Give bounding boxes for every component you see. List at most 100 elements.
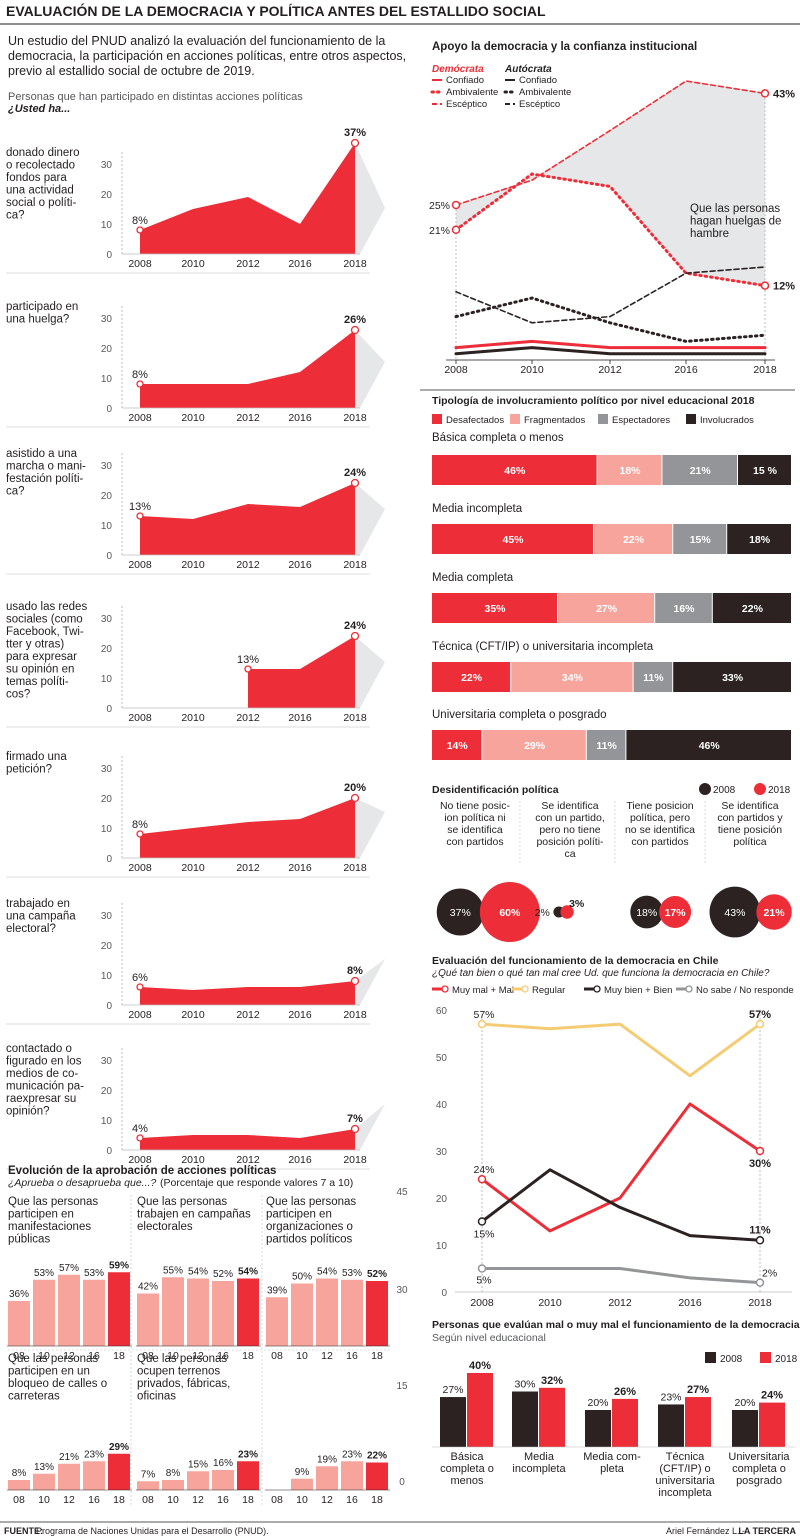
approval-bar bbox=[8, 1301, 30, 1346]
bar-label: 21% bbox=[59, 1452, 79, 1463]
data-point bbox=[350, 138, 360, 148]
typology-row-label: Universitaria completa o posgrado bbox=[432, 709, 607, 721]
approval-question-label: Que las personas bbox=[8, 1196, 98, 1208]
approval-question-label: organizaciones o bbox=[266, 1221, 353, 1233]
category-label: posgrado bbox=[736, 1475, 782, 1487]
x-tick-label: 18 bbox=[371, 1350, 383, 1362]
series-line bbox=[454, 296, 767, 343]
x-tick-label: 16 bbox=[88, 1494, 100, 1506]
bar-label: 50% bbox=[292, 1272, 312, 1283]
x-tick-label: 2008 bbox=[444, 364, 468, 376]
approval-question-label: participen en un bbox=[8, 1366, 90, 1378]
bar-label: 55% bbox=[163, 1265, 183, 1276]
deident-label: pero no tiene bbox=[539, 824, 600, 836]
bar-label: 52% bbox=[213, 1269, 233, 1280]
shadow-area bbox=[355, 483, 385, 555]
series-area bbox=[248, 636, 355, 708]
typology-segment bbox=[432, 455, 597, 485]
series-area bbox=[140, 330, 355, 408]
data-label: 21% bbox=[429, 225, 450, 237]
approval-question-label: públicas bbox=[8, 1234, 50, 1246]
bar-label: 8% bbox=[166, 1468, 181, 1479]
approval-bar bbox=[108, 1272, 130, 1346]
participation-question-label: trabajado en bbox=[6, 898, 70, 910]
y-tick-label: 30 bbox=[101, 614, 113, 625]
y-tick-label: 20 bbox=[101, 941, 113, 952]
approval-question-label: manifestaciones bbox=[8, 1221, 91, 1233]
data-label: 13% bbox=[129, 501, 151, 513]
approval-question-label: Que las personas bbox=[266, 1196, 356, 1208]
typology-segment bbox=[626, 730, 791, 760]
series-area bbox=[140, 981, 355, 1005]
x-tick-label: 2016 bbox=[288, 712, 312, 724]
deident-label: con partidos bbox=[631, 836, 688, 848]
category-label: Media com- bbox=[583, 1451, 641, 1463]
series-area bbox=[140, 798, 355, 858]
x-tick-label: 12 bbox=[321, 1494, 333, 1506]
approval-question: ¿Aprueba o desaprueba que...? bbox=[8, 1177, 156, 1189]
approval-question-label: ocupen terrenos bbox=[137, 1366, 220, 1378]
data-point bbox=[350, 1124, 360, 1134]
x-tick-label: 10 bbox=[167, 1350, 179, 1362]
data-point bbox=[350, 631, 360, 641]
participation-question-label: municación pa- bbox=[6, 1081, 84, 1093]
segment-label: 45% bbox=[502, 534, 524, 546]
x-tick-label: 2010 bbox=[181, 559, 205, 571]
y-tick-label: 20 bbox=[101, 644, 113, 655]
participation-question-label: una campaña bbox=[6, 911, 76, 923]
approval-bar bbox=[341, 1461, 363, 1490]
data-label: 15% bbox=[473, 1229, 494, 1241]
participation-question-label: medios de co- bbox=[6, 1068, 78, 1080]
legend-label: Involucrados bbox=[700, 415, 754, 426]
approval-question-label: trabajen en campañas bbox=[137, 1209, 251, 1221]
x-tick-label: 2012 bbox=[236, 559, 260, 571]
participation-question-label: o recolectado bbox=[6, 160, 75, 172]
deident-label: con un partido, bbox=[535, 812, 604, 824]
bar-label: 53% bbox=[342, 1268, 362, 1279]
x-tick-label: 2010 bbox=[181, 1009, 205, 1021]
data-label: 25% bbox=[429, 200, 450, 212]
bar-2018 bbox=[467, 1373, 493, 1447]
bar-label: 57% bbox=[59, 1263, 79, 1274]
annotation: hambre bbox=[690, 228, 729, 240]
x-tick-label: 12 bbox=[63, 1350, 75, 1362]
approval-bar bbox=[237, 1461, 259, 1490]
bubble-2008 bbox=[630, 895, 664, 929]
typology-segment bbox=[633, 662, 673, 692]
legend-label: Muy mal + Mal bbox=[452, 985, 514, 996]
data-label: 8% bbox=[132, 215, 148, 227]
typology-segment bbox=[727, 524, 791, 554]
scale-label: 30 bbox=[396, 1285, 408, 1296]
bar-label: 22% bbox=[367, 1451, 387, 1462]
category-label: pleta bbox=[600, 1463, 625, 1475]
bar-2008 bbox=[512, 1391, 538, 1447]
approval-question-label: bloqueo de calles o bbox=[8, 1378, 107, 1390]
x-tick-label: 2012 bbox=[608, 1297, 632, 1309]
data-point bbox=[350, 793, 360, 803]
x-tick-label: 2012 bbox=[598, 364, 622, 376]
data-point bbox=[755, 1278, 765, 1287]
bar-label: 27% bbox=[687, 1384, 709, 1396]
data-point bbox=[136, 380, 144, 388]
intro-text: democracia, la participación en acciones… bbox=[8, 49, 406, 63]
x-tick-label: 2012 bbox=[236, 258, 260, 270]
source-label: FUENTE: bbox=[4, 1526, 43, 1536]
x-tick-label: 2008 bbox=[128, 1009, 152, 1021]
x-tick-label: 2012 bbox=[236, 712, 260, 724]
x-tick-label: 2010 bbox=[181, 1154, 205, 1166]
participation-question-label: electoral? bbox=[6, 923, 56, 935]
x-tick-label: 08 bbox=[271, 1350, 283, 1362]
category-label: incompleta bbox=[658, 1487, 712, 1499]
bar-label: 13% bbox=[34, 1462, 54, 1473]
y-tick-label: 0 bbox=[106, 854, 112, 865]
category-label: Básica bbox=[450, 1451, 484, 1463]
y-tick-label: 40 bbox=[436, 1100, 448, 1111]
x-tick-label: 16 bbox=[346, 1494, 358, 1506]
x-tick-label: 2016 bbox=[288, 1009, 312, 1021]
approval-bar bbox=[33, 1279, 55, 1346]
bar-label: 29% bbox=[109, 1442, 129, 1453]
shadow-area bbox=[355, 798, 385, 858]
approval-bar bbox=[366, 1281, 388, 1346]
deident-label: política bbox=[733, 836, 766, 848]
